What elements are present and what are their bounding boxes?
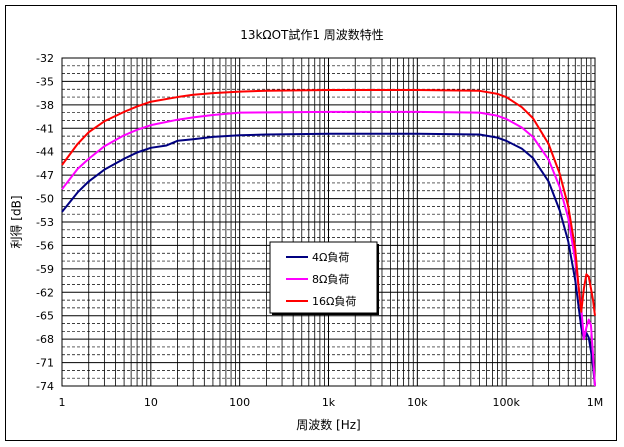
y-tick-label: -50 <box>36 193 54 206</box>
y-tick-label: -35 <box>36 75 54 88</box>
y-tick-label: -47 <box>36 169 54 182</box>
y-tick-label: -65 <box>36 310 54 323</box>
x-tick-label: 10k <box>407 396 428 409</box>
x-axis-label: 周波数 [Hz] <box>296 418 361 432</box>
x-tick-label: 1k <box>322 396 336 409</box>
y-tick-label: -38 <box>36 99 54 112</box>
x-tick-label: 10 <box>144 396 158 409</box>
legend-label: 8Ω負荷 <box>312 273 349 286</box>
y-tick-label: -62 <box>36 286 54 299</box>
chart-title: 13kΩOT試作1 周波数特性 <box>240 28 384 42</box>
series-line <box>61 110 596 387</box>
y-tick-label: -56 <box>36 239 54 252</box>
y-tick-label: -74 <box>36 380 54 393</box>
y-tick-label: -71 <box>36 357 54 370</box>
y-tick-label: -59 <box>36 263 54 276</box>
y-tick-label: -68 <box>36 333 54 346</box>
y-tick-label: -44 <box>36 146 54 159</box>
x-tick-label: 100k <box>492 396 520 409</box>
y-tick-label: -32 <box>36 52 54 65</box>
legend-label: 16Ω負荷 <box>312 295 356 308</box>
y-tick-label: -53 <box>36 216 54 229</box>
plot-border <box>61 57 596 387</box>
y-tick-label: -41 <box>36 122 54 135</box>
series-line <box>61 89 596 316</box>
x-tick-label: 100 <box>229 396 250 409</box>
x-tick-label: 1 <box>59 396 66 409</box>
x-tick-label: 1M <box>587 396 604 409</box>
legend-label: 4Ω負荷 <box>312 251 349 264</box>
